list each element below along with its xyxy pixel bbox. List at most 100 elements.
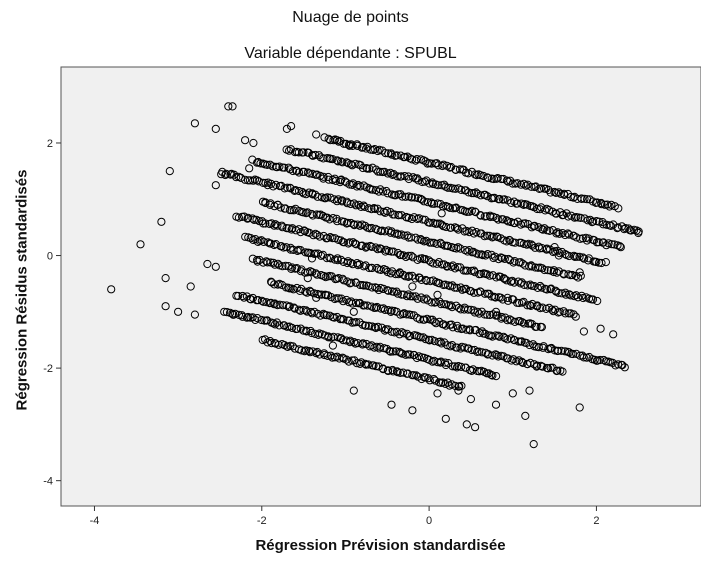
data-point [534,343,543,352]
data-point [374,285,383,295]
data-point [416,333,425,342]
data-point [518,318,527,327]
data-point [550,187,559,197]
data-point [453,263,462,272]
data-point [345,141,354,150]
data-point [371,323,380,333]
data-point [478,348,487,357]
data-point [526,280,535,289]
data-point [234,213,243,222]
data-point [491,400,501,409]
data-point [414,176,423,185]
data-point [546,188,555,197]
data-point [389,247,398,256]
data-point [312,130,321,139]
data-point [267,219,276,228]
data-point [572,349,581,358]
data-point [337,157,346,166]
data-point [303,274,312,283]
data-point [311,150,320,160]
data-point [263,258,272,267]
data-point [544,185,553,194]
data-point [537,244,547,253]
data-point [422,276,431,285]
data-point [389,287,398,296]
data-point [436,300,446,309]
data-point [538,303,547,312]
data-point [607,240,616,249]
data-point [508,276,517,285]
data-point [523,301,532,310]
data-point [400,172,409,181]
data-point [608,358,617,367]
data-point [564,309,573,318]
data-point [290,304,299,313]
data-point [579,327,589,336]
data-point [551,188,561,197]
data-point [462,420,471,429]
data-point [228,102,237,111]
data-point [620,363,629,372]
data-point [517,357,526,366]
data-point [351,201,361,210]
data-point [399,368,408,377]
data-point [443,261,452,271]
data-point [540,265,549,275]
data-point [320,350,329,360]
data-point [519,319,529,328]
data-point [529,440,538,449]
data-point [441,414,450,423]
data-point [270,300,279,309]
data-point [386,269,395,278]
data-point [312,293,321,302]
data-point [356,359,365,368]
data-point [621,224,630,233]
data-point [462,207,471,216]
data-point [618,361,627,370]
data-point [451,165,460,174]
data-point [532,322,541,331]
data-point [403,231,412,240]
data-point [257,315,266,325]
data-point [340,238,349,247]
data-point [518,298,527,307]
data-point [377,244,386,253]
data-point [537,283,546,292]
data-point [398,192,407,201]
data-point [345,180,354,189]
data-point [444,242,453,251]
data-point [261,198,270,208]
data-point [500,195,509,204]
data-point [309,231,318,240]
data-point [393,289,402,298]
data-point [334,274,343,283]
data-point [390,229,399,238]
data-point [290,186,299,195]
data-point [284,302,293,312]
data-point [349,386,358,395]
data-point [500,254,509,263]
data-point [579,353,588,362]
data-point [300,167,309,176]
data-point [579,293,588,303]
data-point [596,324,605,333]
data-point [575,252,584,261]
data-point [492,372,501,381]
data-point [436,200,445,209]
data-point [448,281,457,290]
data-point [248,293,257,303]
data-point [515,298,524,308]
data-point [550,243,559,252]
data-point [273,200,282,209]
data-point [549,307,558,316]
data-point [367,341,376,350]
data-point [313,230,322,240]
data-point [386,307,395,316]
data-point [271,180,280,189]
data-point [561,309,570,318]
data-point [537,323,547,332]
data-point [427,298,436,307]
data-point [276,203,285,212]
data-point [411,274,420,283]
